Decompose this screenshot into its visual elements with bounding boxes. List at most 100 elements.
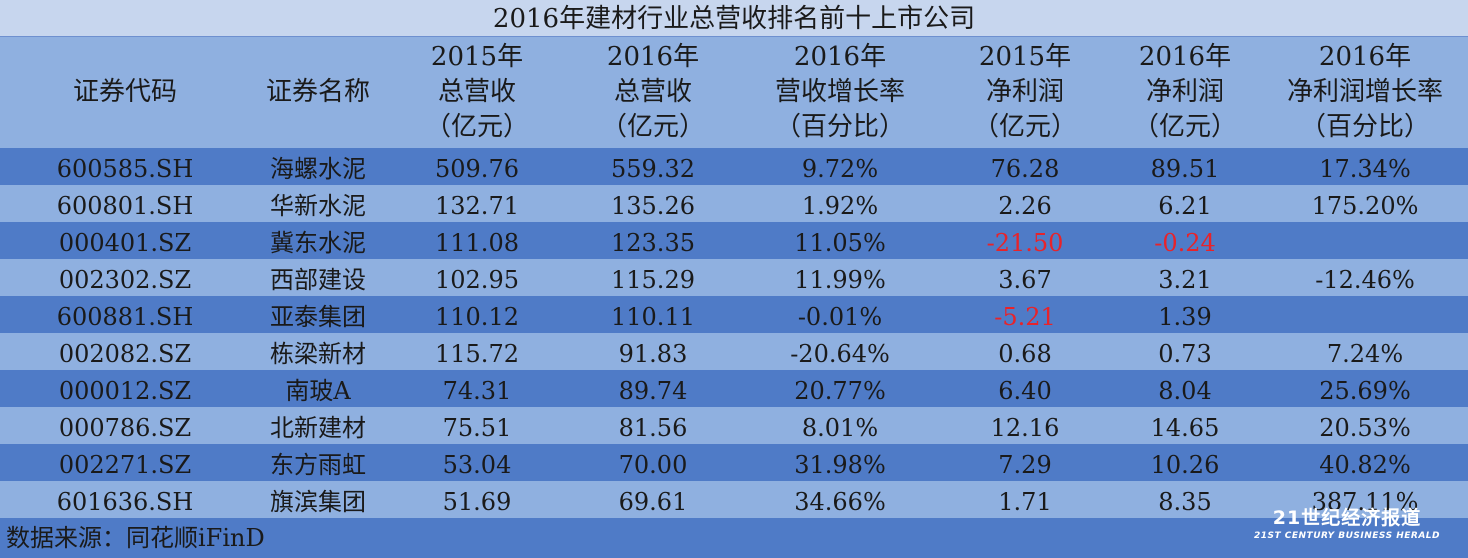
table-cell: -20.64% (790, 340, 890, 368)
table-cell: 115.29 (611, 266, 695, 294)
table-cell: 9.72% (801, 155, 879, 183)
table-cell: 600881.SH (56, 303, 194, 331)
table-cell: 110.11 (611, 303, 695, 331)
table-row: 600881.SH 亚泰集团 110.12 110.11 -0.01% -5.21 1.39 (0, 296, 1468, 333)
table-cell: 31.98% (794, 451, 886, 479)
table-cell: 20.77% (794, 377, 886, 405)
publisher-logo: 21世纪经济报道 21ST CENTURY BUSINESS HERALD (1254, 506, 1440, 542)
table-row: 000012.SZ 南玻A 74.31 89.74 20.77% 6.40 8.04 25.6… (0, 370, 1468, 407)
table-cell: 3.67 (998, 266, 1052, 294)
table-cell: 34.66% (794, 488, 886, 516)
table-cell: 14.65 (1150, 414, 1220, 442)
table-cell: 559.32 (611, 155, 695, 183)
table-cell: 601636.SH (56, 488, 194, 516)
table-cell: 12.16 (990, 414, 1060, 442)
table-cell: 南玻A (285, 377, 351, 405)
table-cell: 6.40 (998, 377, 1052, 405)
table-cell: 600801.SH (56, 192, 194, 220)
table-cell: 北新建材 (270, 414, 366, 442)
table-cell: 栋梁新材 (270, 340, 366, 368)
table-cell: -0.24 (1154, 229, 1216, 257)
table-cell: 3.21 (1158, 266, 1212, 294)
column-header-line: （百分比） (774, 112, 905, 142)
column-header-line: 2016年 (1318, 42, 1412, 72)
table-cell: 76.28 (990, 155, 1060, 183)
table-cell: 1.92% (801, 192, 879, 220)
table-cell: 002271.SZ (58, 451, 192, 479)
table-cell: 20.53% (1319, 414, 1411, 442)
source-text: 数据来源：同花顺iFinD (6, 524, 265, 552)
table-cell: 102.95 (435, 266, 519, 294)
column-header-line: （亿元） (424, 112, 529, 142)
table-row: 002302.SZ 西部建设 102.95 115.29 11.99% 3.67 3.21 -… (0, 259, 1468, 296)
table-title: 2016年建材行业总营收排名前十上市公司 (0, 0, 1468, 37)
table-header: 证券代码 证券名称 2015年总营收 （亿元） 2016年总营收 （亿元） 2016年 营收增… (0, 37, 1468, 148)
table-cell: -12.46% (1315, 266, 1415, 294)
column-header: 2015年 净利润 （亿元） (940, 37, 1110, 148)
table-cell: 002302.SZ (58, 266, 192, 294)
table-cell: 70.00 (618, 451, 688, 479)
table-cell: 8.35 (1158, 488, 1212, 516)
table-cell: 000012.SZ (58, 377, 192, 405)
table-cell: 89.74 (618, 377, 688, 405)
table-cell: 75.51 (442, 414, 512, 442)
column-header: 2016年总营收 （亿元） (568, 37, 738, 148)
table-cell: 华新水泥 (270, 192, 366, 220)
table-row: 000786.SZ 北新建材 75.51 81.56 8.01% 12.16 14.65 20… (0, 407, 1468, 444)
table-cell: 11.99% (794, 266, 886, 294)
table-cell (1260, 296, 1468, 333)
table-row: 601636.SH 旗滨集团 51.69 69.61 34.66% 1.71 8.35 387… (0, 481, 1468, 518)
table-cell: 东方雨虹 (270, 451, 366, 479)
column-header-line: 证券代码 (72, 77, 177, 107)
column-header-line: 总营收 (613, 77, 692, 107)
table-cell: 2.26 (998, 192, 1052, 220)
table-cell: 135.26 (611, 192, 695, 220)
column-header-line: 净利润 (985, 77, 1064, 107)
table-cell: 69.61 (618, 488, 688, 516)
table-cell: 17.34% (1319, 155, 1411, 183)
table-cell: 旗滨集团 (270, 488, 366, 516)
table-cell: 74.31 (442, 377, 512, 405)
table-cell: 10.26 (1150, 451, 1220, 479)
table-cell: 115.72 (435, 340, 519, 368)
column-header: 证券名称 (233, 37, 403, 148)
table-cell: 600585.SH (56, 155, 194, 183)
column-header-line: 2016年 (1138, 42, 1232, 72)
table-cell: 002082.SZ (58, 340, 192, 368)
column-header-line: （亿元） (1132, 112, 1237, 142)
column-header-line: 证券名称 (265, 77, 370, 107)
table-cell (1260, 222, 1468, 259)
column-header-line: （亿元） (600, 112, 705, 142)
table-row: 000401.SZ 冀东水泥 111.08 123.35 11.05% -21.50 -0.… (0, 222, 1468, 259)
column-header-line: 总营收 (437, 77, 516, 107)
table-cell: 0.73 (1158, 340, 1212, 368)
table-cell: 111.08 (435, 229, 519, 257)
table-cell: 0.68 (998, 340, 1052, 368)
column-header-line: 2016年 (793, 42, 887, 72)
logo-subtitle: 21ST CENTURY BUSINESS HERALD (1253, 531, 1440, 541)
logo-name: 21世纪经济报道 (1272, 507, 1422, 529)
table-cell: 81.56 (618, 414, 688, 442)
table-cell: 000401.SZ (58, 229, 192, 257)
column-header-line: （亿元） (972, 112, 1077, 142)
table-cell: 509.76 (435, 155, 519, 183)
table-cell: 25.69% (1319, 377, 1411, 405)
table-cell: 1.39 (1158, 303, 1212, 331)
table-cell: 387.11% (1311, 488, 1419, 516)
table-cell: 7.29 (998, 451, 1052, 479)
column-header-line: 净利润 (1145, 77, 1224, 107)
table-cell: 51.69 (442, 488, 512, 516)
column-header: 2016年 营收增长率 （百分比） (740, 37, 940, 148)
table-cell: 11.05% (794, 229, 886, 257)
table-cell: 海螺水泥 (270, 155, 366, 183)
table-cell: 亚泰集团 (270, 303, 366, 331)
column-header-line: 2016年 (606, 42, 700, 72)
table-cell: 110.12 (435, 303, 519, 331)
table-cell: 冀东水泥 (270, 229, 366, 257)
table-cell: 6.21 (1158, 192, 1212, 220)
table-cell: 西部建设 (270, 266, 366, 294)
table-cell: 40.82% (1319, 451, 1411, 479)
column-header-line: 2015年 (430, 42, 524, 72)
table-row: 600585.SH 海螺水泥 509.76 559.32 9.72% 76.28 89.51… (0, 148, 1468, 185)
